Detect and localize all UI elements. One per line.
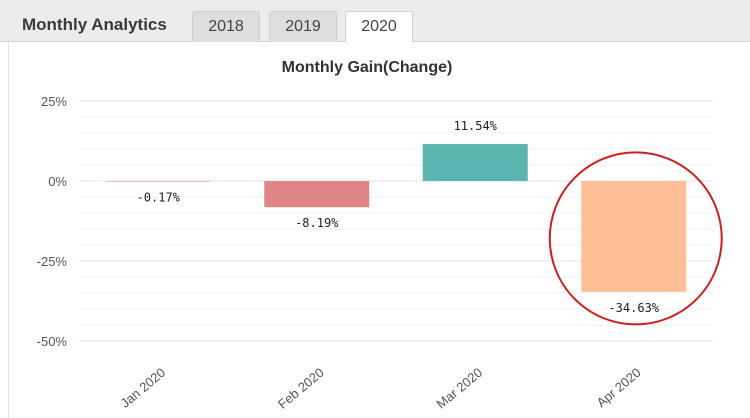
- tab-2018[interactable]: 2018: [192, 11, 260, 43]
- data-label: -0.17%: [137, 191, 181, 205]
- y-axis: 25% 0% -25% -50%: [37, 94, 68, 349]
- tab-2020[interactable]: 2020: [345, 11, 413, 43]
- bar-feb-2020[interactable]: [264, 181, 370, 208]
- tab-2019[interactable]: 2019: [269, 11, 337, 43]
- bar-mar-2020[interactable]: [422, 144, 528, 181]
- data-label: 11.54%: [454, 119, 498, 133]
- annotations: [548, 151, 723, 326]
- data-label: -34.63%: [608, 301, 659, 315]
- data-labels: -0.17% -8.19% 11.54% -34.63%: [137, 119, 660, 315]
- y-tick-label: -25%: [37, 254, 68, 269]
- x-tick-label: Mar 2020: [433, 365, 485, 412]
- y-tick-label: 0%: [48, 174, 67, 189]
- data-label: -8.19%: [295, 216, 339, 230]
- chart-panel: Monthly Gain(Change) 25% 0% -25% -50% -0.17…: [8, 42, 750, 418]
- monthly-gain-chart: Monthly Gain(Change) 25% 0% -25% -50% -0.17…: [37, 59, 723, 412]
- chart-title: Monthly Gain(Change): [282, 59, 453, 76]
- y-tick-label: 25%: [41, 94, 67, 109]
- y-tick-label: -50%: [37, 334, 68, 349]
- header-bar: Monthly Analytics 2018 2019 2020: [0, 0, 750, 43]
- x-tick-label: Apr 2020: [594, 365, 644, 410]
- highlight-circle: [548, 151, 723, 326]
- bars: [105, 144, 687, 292]
- bar-apr-2020[interactable]: [581, 181, 687, 292]
- bar-jan-2020[interactable]: [105, 181, 211, 182]
- x-tick-label: Jan 2020: [118, 365, 169, 411]
- x-tick-label: Feb 2020: [275, 365, 327, 412]
- app-title: Monthly Analytics: [22, 15, 167, 34]
- x-axis: Jan 2020 Feb 2020 Mar 2020 Apr 2020: [118, 365, 644, 412]
